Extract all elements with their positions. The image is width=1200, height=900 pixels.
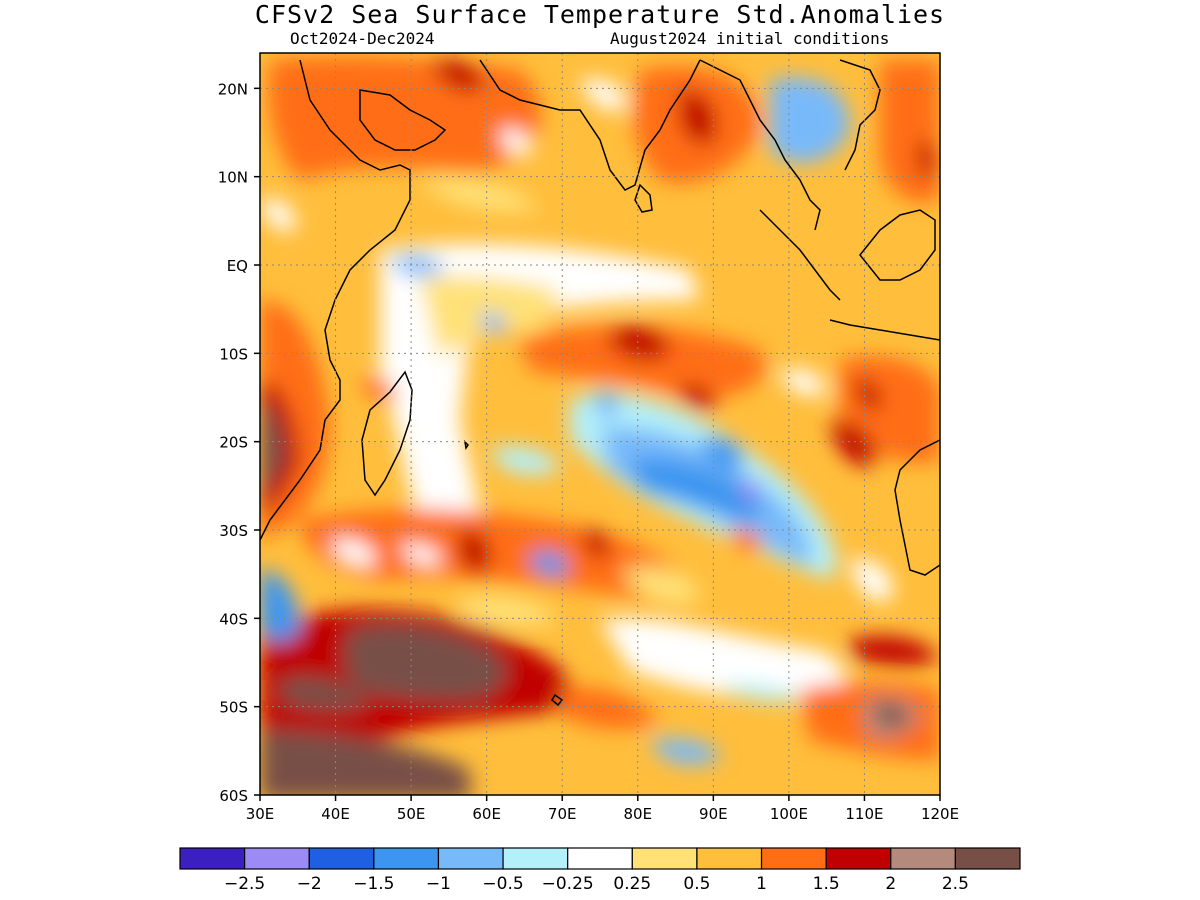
axis-ticks: 30E 40E 50E 60E 70E 80E 90E 100E 110E 120E 20N 10N E… (218, 80, 959, 823)
colorbar-label: −0.25 (542, 874, 594, 894)
colorbar-label: −1.5 (353, 874, 394, 894)
colorbar-swatch (631, 847, 698, 870)
colorbar: −2.5 −2 −1.5 −1 −0.5 −0.25 0.25 0.5 1 1.5 2 2.5 (179, 847, 1021, 894)
x-tick-label: 120E (921, 805, 959, 823)
colorbar-swatch (825, 847, 892, 870)
x-tick-label: 110E (845, 805, 883, 823)
colorbar-swatch (308, 847, 375, 870)
colorbar-label: −2.5 (224, 874, 265, 894)
y-tick-label: 10N (218, 169, 248, 187)
colorbar-swatch (696, 847, 763, 870)
colorbar-label: 2 (885, 874, 896, 894)
colorbar-label: 1 (756, 874, 767, 894)
y-tick-label: 50S (219, 699, 248, 717)
y-tick-label: EQ (227, 257, 248, 275)
colorbar-swatch (760, 847, 827, 870)
y-tick-label: 60S (219, 787, 248, 805)
y-tick-label: 20S (219, 434, 248, 452)
y-tick-label: 30S (219, 522, 248, 540)
coastlines (260, 59, 940, 707)
x-tick-label: 40E (321, 805, 350, 823)
colorbar-swatch (954, 847, 1021, 870)
x-tick-label: 30E (246, 805, 275, 823)
colorbar-swatch (244, 847, 310, 870)
x-tick-label: 70E (548, 805, 577, 823)
gridlines (260, 53, 940, 795)
colorbar-label: −1 (426, 874, 451, 894)
x-tick-label: 50E (397, 805, 426, 823)
x-tick-label: 90E (699, 805, 728, 823)
colorbar-swatch (890, 847, 956, 870)
map-title: CFSv2 Sea Surface Temperature Std.Anomal… (254, 0, 946, 29)
colorbar-label: 0.25 (613, 874, 651, 894)
colorbar-label: 2.5 (942, 874, 969, 894)
colorbar-label: 0.5 (683, 874, 710, 894)
x-tick-label: 60E (472, 805, 501, 823)
colorbar-swatch (567, 847, 633, 870)
y-tick-label: 10S (219, 345, 248, 363)
colorbar-label: 1.5 (813, 874, 840, 894)
colorbar-swatch (373, 847, 440, 870)
anomaly-shading (260, 57, 940, 795)
y-tick-label: 20N (218, 80, 248, 98)
x-tick-label: 100E (770, 805, 808, 823)
colorbar-label: −2 (297, 874, 322, 894)
map-frame (259, 52, 941, 796)
colorbar-swatch (179, 847, 246, 870)
x-tick-label: 80E (623, 805, 652, 823)
colorbar-swatch (502, 847, 569, 870)
y-tick-label: 40S (219, 610, 248, 628)
initial-conditions: August2024 initial conditions (610, 29, 890, 48)
colorbar-swatch (437, 847, 504, 870)
colorbar-label: −0.5 (482, 874, 523, 894)
forecast-period: Oct2024-Dec2024 (290, 29, 435, 48)
